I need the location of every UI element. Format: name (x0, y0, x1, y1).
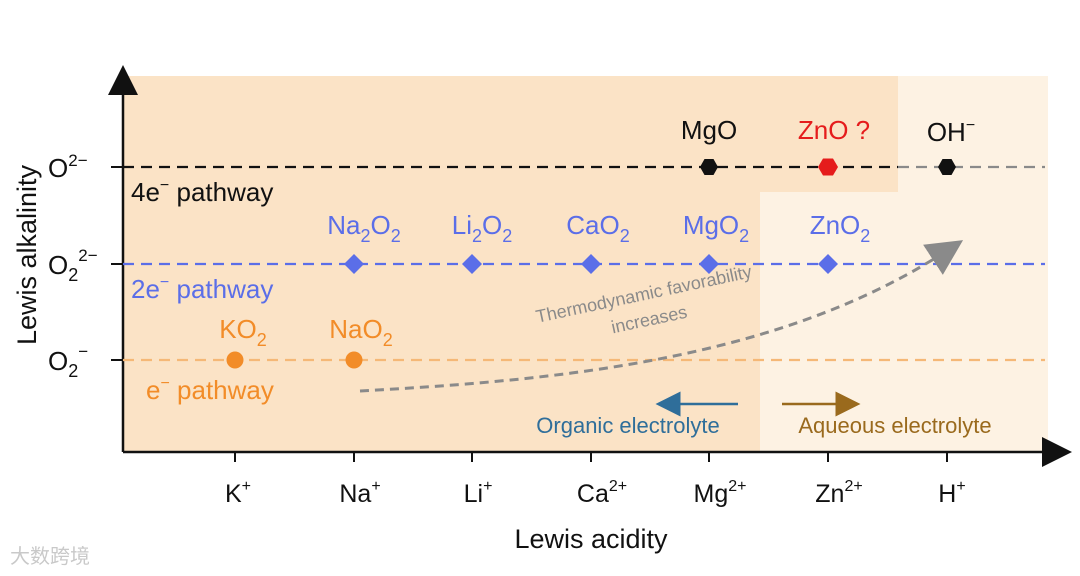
trend-arrow (359, 240, 964, 393)
x-tick-label-mg: Mg2+ (694, 478, 747, 508)
species-label-li2o2: Li2O2 (452, 210, 513, 246)
species-label-ko2: KO2 (219, 314, 267, 350)
y-tick-label-o2-2minus: O22− (48, 246, 98, 285)
y-tick-label-o2-minus: O2− (48, 342, 88, 381)
species-label-nao2: NaO2 (329, 314, 392, 350)
x-tick-label-k: K+ (225, 478, 251, 508)
pathway-label-4e: 4e− pathway (131, 177, 273, 207)
organic-electrolyte-label: Organic electrolyte (536, 413, 719, 438)
marker-mgo-hexagon (700, 159, 718, 175)
row-2e-labels: Na2O2 Li2O2 CaO2 MgO2 ZnO2 (327, 210, 870, 246)
species-label-mgo2: MgO2 (683, 210, 749, 246)
x-tick-label-na: Na+ (339, 478, 380, 508)
marker-nao2-circle (345, 351, 363, 369)
marker-ko2-circle (226, 351, 244, 369)
species-label-na2o2: Na2O2 (327, 210, 401, 246)
species-label-zno: ZnO ? (798, 115, 870, 145)
marker-oh-hexagon (938, 159, 956, 175)
species-label-cao2: CaO2 (566, 210, 629, 246)
x-tick-label-li: Li+ (464, 478, 493, 508)
x-tick-label-zn: Zn2+ (815, 478, 862, 508)
aqueous-electrolyte-label: Aqueous electrolyte (798, 413, 991, 438)
x-tick-marks (234, 452, 948, 462)
marker-mgo2-diamond (699, 254, 719, 274)
watermark: 大数跨境 (10, 544, 90, 568)
x-tick-label-h: H+ (938, 478, 965, 508)
marker-cao2-diamond (581, 254, 601, 274)
marker-na2o2-diamond (344, 254, 364, 274)
x-tick-label-ca: Ca2+ (577, 478, 627, 508)
marker-zno-hexagon (818, 158, 838, 176)
pathway-label-1e: e− pathway (146, 375, 274, 405)
marker-li2o2-diamond (462, 254, 482, 274)
x-axis-title: Lewis acidity (514, 524, 668, 554)
marker-zno2-diamond (818, 254, 838, 274)
row-2e-markers (344, 254, 838, 274)
species-label-zno2: ZnO2 (810, 210, 871, 246)
species-label-mgo: MgO (681, 115, 737, 145)
y-axis-title: Lewis alkalinity (12, 164, 42, 345)
y-tick-label-o2minus2: O2− (48, 151, 88, 183)
pathway-label-2e: 2e− pathway (131, 274, 273, 304)
species-label-oh: OH− (927, 117, 975, 147)
x-tick-labels: K+ Na+ Li+ Ca2+ Mg2+ Zn2+ H+ (225, 478, 966, 508)
